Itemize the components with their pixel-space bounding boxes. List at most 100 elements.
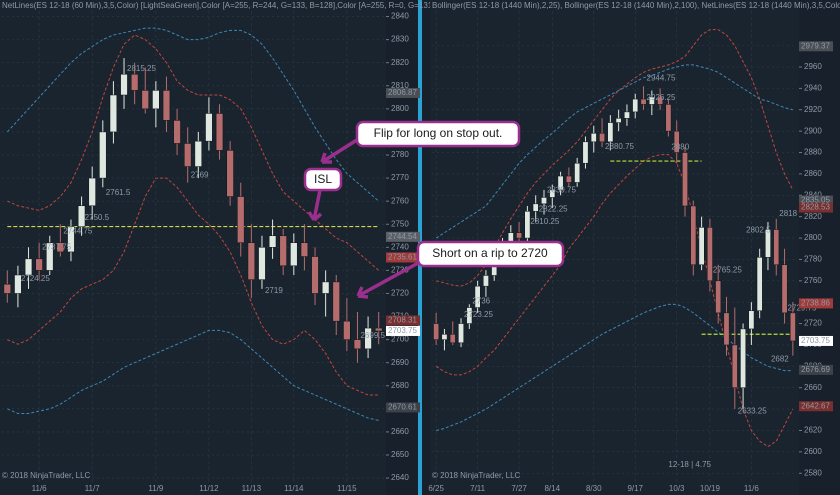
x-tick-label: 10/19 xyxy=(700,484,721,493)
y-tick-label: 2820 xyxy=(391,58,409,67)
candle-body xyxy=(449,334,456,344)
candle-body xyxy=(682,152,688,207)
callout-box xyxy=(355,120,521,148)
price-marker xyxy=(799,202,833,213)
candle-body xyxy=(549,189,556,198)
footer: © 2018 NinjaTrader, LLC xyxy=(432,471,521,480)
price-note: 2818 xyxy=(779,209,797,218)
x-tick-label: 10/3 xyxy=(669,484,685,493)
candle-body xyxy=(152,90,160,110)
y-tick-label: 2580 xyxy=(804,468,822,477)
candle-body xyxy=(690,205,697,266)
candle-body xyxy=(67,226,75,253)
price-marker-label: 2744.54 xyxy=(388,232,417,241)
candle-body xyxy=(615,118,622,123)
y-tick-label: 2810 xyxy=(391,81,409,90)
price-note: 2880.75 xyxy=(605,142,634,151)
candle-body xyxy=(130,73,139,91)
price-note: 2719 xyxy=(265,286,283,295)
y-tick-label: 2840 xyxy=(804,190,822,199)
callout-text: Short on a rip to 2720 xyxy=(432,246,548,260)
price-marker-label: 2703.75 xyxy=(801,336,830,345)
candle-body xyxy=(332,281,340,322)
candle-body xyxy=(290,242,298,267)
callout-arrow xyxy=(320,136,361,164)
x-tick-label: 8/14 xyxy=(544,484,560,493)
candle-body xyxy=(194,140,202,167)
candle-body xyxy=(300,242,309,257)
candle-body xyxy=(632,98,639,113)
candle-body xyxy=(474,285,481,308)
price-note: 2724.25 xyxy=(21,274,50,283)
price-marker xyxy=(799,401,833,412)
y-tick-label: 2860 xyxy=(804,169,822,178)
x-tick-label: 7/11 xyxy=(470,484,486,493)
candle-body xyxy=(364,327,372,350)
y-tick-label: 2660 xyxy=(391,427,409,436)
price-note: 2944.75 xyxy=(647,73,676,82)
x-tick-label: 11/15 xyxy=(337,484,357,493)
candle-body xyxy=(258,247,266,280)
candle-body xyxy=(279,235,287,267)
candle-body xyxy=(723,312,730,346)
x-tick-label: 11/6 xyxy=(32,484,48,493)
x-tick-label: 6/25 xyxy=(428,484,444,493)
x-tick-label: 9/17 xyxy=(627,484,643,493)
candle-body xyxy=(781,264,788,314)
price-marker xyxy=(386,87,420,98)
y-tick-label: 2620 xyxy=(804,426,822,435)
candle-body xyxy=(353,339,362,350)
candle-body xyxy=(99,131,107,179)
candle-body xyxy=(765,229,771,258)
price-marker xyxy=(799,41,833,52)
callout-text: Flip for long on stop out. xyxy=(374,126,503,140)
price-note: 2723.25 xyxy=(464,310,493,319)
price-note: 2926.25 xyxy=(647,93,676,102)
instrument-label: 12-18 | 4.75 xyxy=(668,460,711,469)
band-line xyxy=(7,177,379,396)
candle-body xyxy=(557,175,564,191)
price-marker-label: 2735.61 xyxy=(388,253,417,262)
y-tick-label: 2840 xyxy=(391,12,409,21)
price-marker xyxy=(386,402,420,413)
candle-body xyxy=(773,229,780,266)
price-note: 2737.75 xyxy=(42,243,71,252)
candle-body xyxy=(205,113,213,142)
price-marker-label: 2703.75 xyxy=(388,326,417,335)
candle-body xyxy=(483,275,489,287)
y-tick-label: 2760 xyxy=(391,196,409,205)
candle-body xyxy=(77,205,86,227)
candle-body xyxy=(665,104,672,132)
y-tick-label: 2740 xyxy=(391,242,409,251)
y-tick-label: 2650 xyxy=(391,450,409,459)
candle-body xyxy=(640,98,647,105)
candle-body xyxy=(698,227,705,266)
candle-body xyxy=(740,328,746,388)
price-marker-label: 2676.69 xyxy=(801,365,830,374)
price-marker xyxy=(799,364,833,375)
band-line xyxy=(7,329,379,421)
candle-body xyxy=(524,211,531,239)
price-marker-label: 2979.37 xyxy=(801,41,830,50)
price-note: 2880 xyxy=(671,143,689,152)
y-tick-label: 2700 xyxy=(391,335,409,344)
y-tick-label: 2900 xyxy=(804,126,822,135)
y-tick-label: 2830 xyxy=(391,35,409,44)
price-marker-label: 2708.31 xyxy=(388,316,417,325)
candle-body xyxy=(715,280,722,314)
callout-box xyxy=(416,240,565,268)
y-tick-label: 2720 xyxy=(804,319,822,328)
callout-arrow xyxy=(307,189,323,222)
candle-body xyxy=(56,242,65,253)
y-tick-label: 2780 xyxy=(804,255,822,264)
x-tick-label: 8/30 xyxy=(586,484,602,493)
y-tick-label: 2600 xyxy=(804,447,822,456)
candle-body xyxy=(321,281,330,294)
candle-body xyxy=(789,312,796,342)
price-note: 2750.5 xyxy=(85,213,110,222)
candle-body xyxy=(565,175,572,183)
candle-body xyxy=(541,197,547,205)
candle-body xyxy=(590,133,597,143)
candle-body xyxy=(657,96,664,105)
price-note: 2744.75 xyxy=(63,226,92,235)
